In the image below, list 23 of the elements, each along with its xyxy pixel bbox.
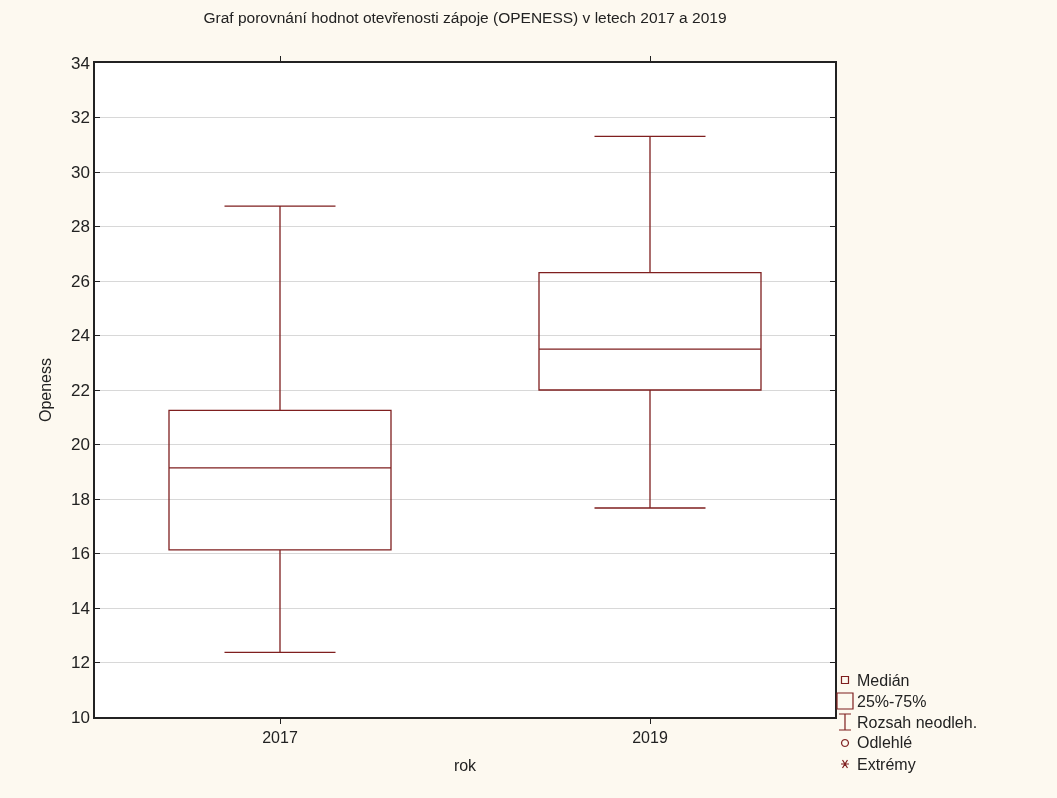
- x-tick-label: 2019: [632, 728, 668, 746]
- text: Odlehlé: [857, 734, 913, 751]
- y-tick-label: 20: [70, 435, 90, 455]
- y-tick-label: 10: [70, 707, 90, 727]
- y-tick-label: 28: [70, 217, 90, 237]
- chart-title: Graf porovnání hodnot otevřenosti zápoje (OPENESS) v letech 2017 a 2019: [203, 8, 727, 26]
- text: 25%-75%: [857, 693, 927, 710]
- y-tick-label: 14: [70, 598, 90, 618]
- y-tick-label: 16: [70, 544, 90, 564]
- y-tick-label: 12: [70, 653, 90, 673]
- y-tick-label: 30: [70, 162, 90, 182]
- y-tick-label: 32: [70, 108, 90, 128]
- text: Rozsah neodleh.: [857, 714, 978, 731]
- y-tick-label: 22: [70, 380, 90, 400]
- x-axis-title: rok: [453, 757, 478, 775]
- y-axis-title: Openess: [37, 357, 55, 423]
- y-tick-label: 34: [70, 53, 90, 73]
- text: Medián: [857, 672, 910, 689]
- y-tick-label: 18: [70, 489, 90, 509]
- text: Extrémy: [857, 756, 916, 773]
- x-tick-label: 2017: [262, 728, 298, 746]
- y-tick-label: 24: [70, 326, 90, 346]
- y-tick-label: 26: [70, 271, 90, 291]
